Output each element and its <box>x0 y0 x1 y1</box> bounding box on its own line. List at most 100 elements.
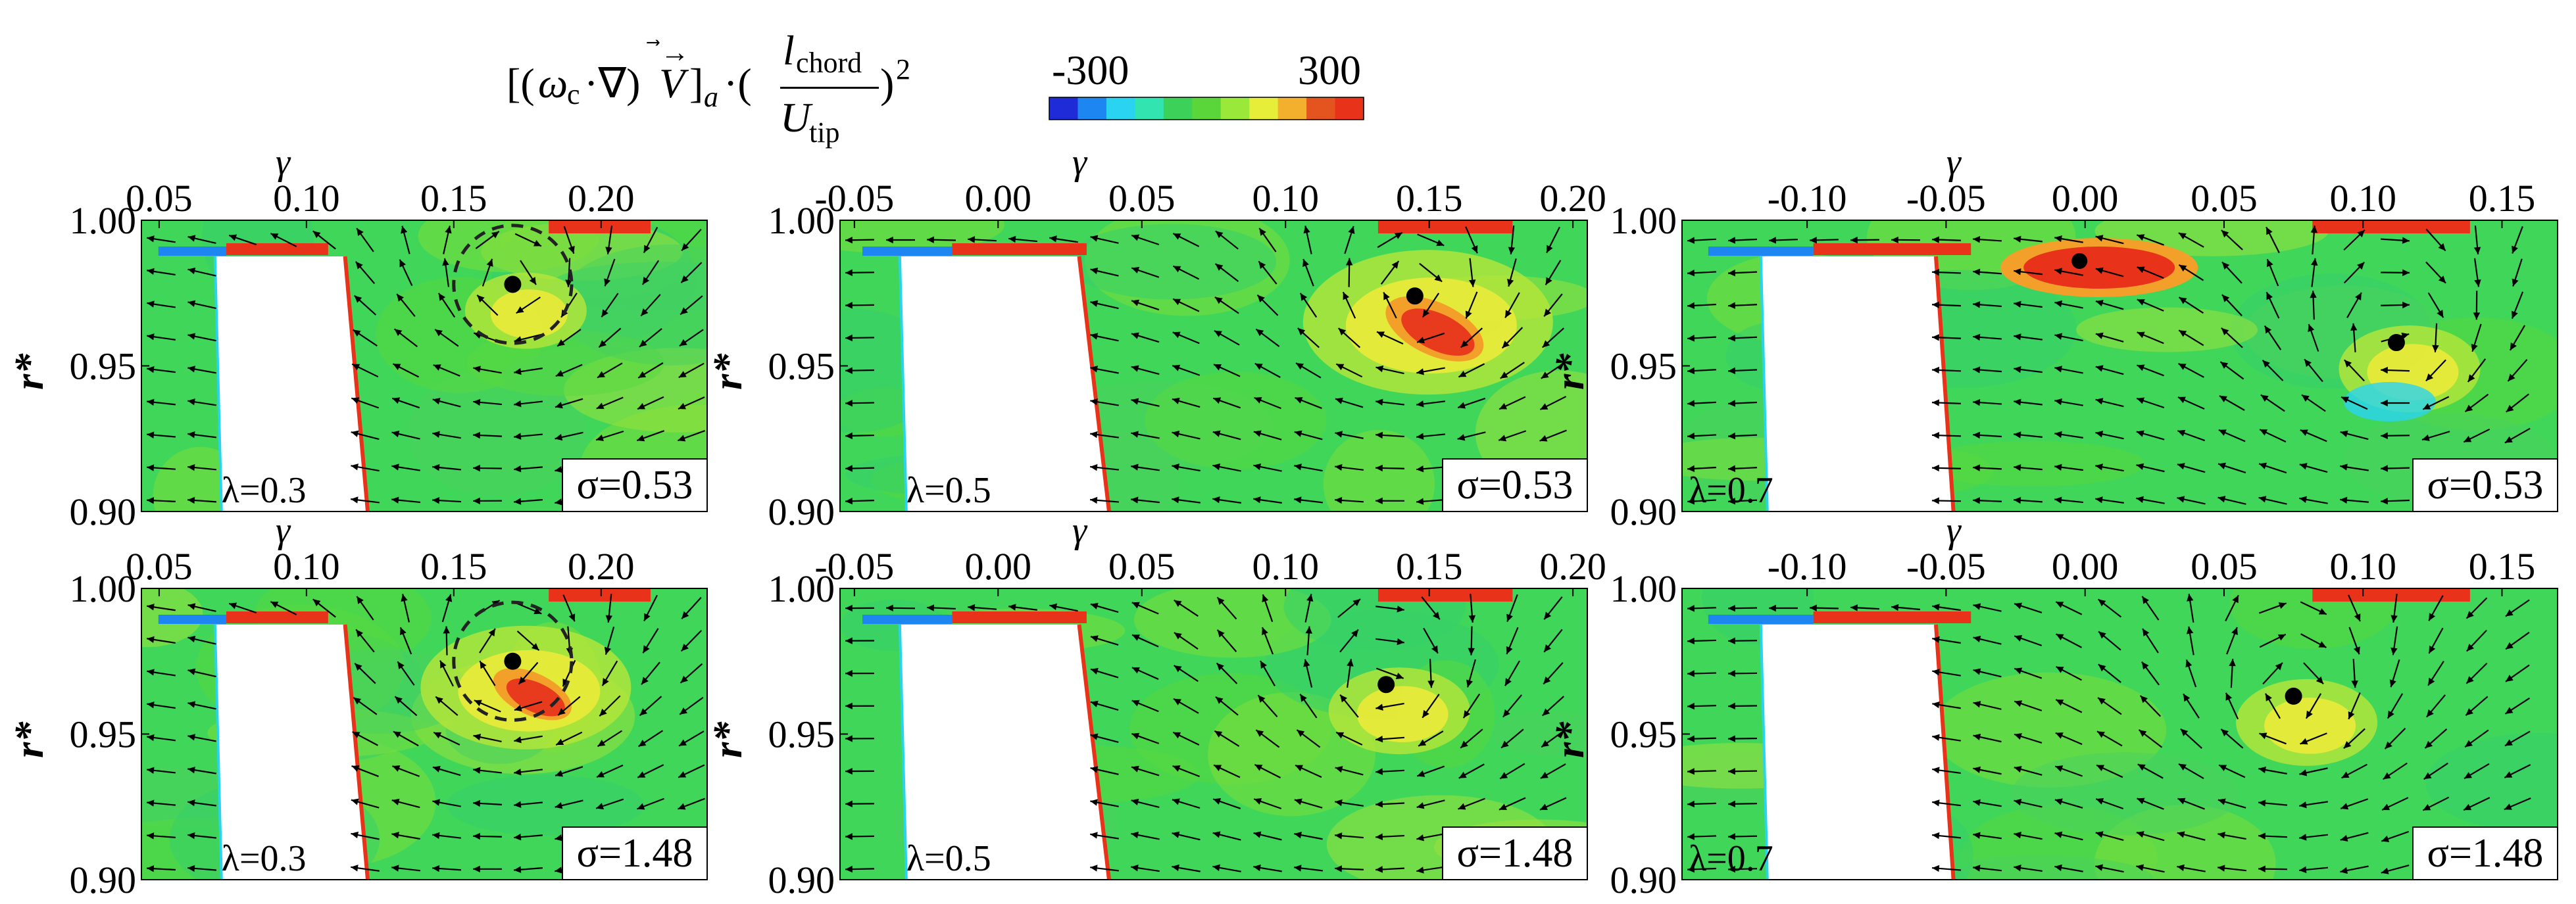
vector-arrow-head <box>2357 229 2365 238</box>
vector-arrow-head <box>679 339 687 346</box>
vector-arrow-head <box>187 398 195 406</box>
vector-arrow-head <box>432 431 440 438</box>
vector-arrow-head <box>1540 772 1548 778</box>
vector-arrow-head <box>1212 463 1221 471</box>
vector-arrow-head <box>1973 301 1981 308</box>
panel-field <box>840 588 1587 880</box>
sigma-label: σ=0.53 <box>2427 463 2544 508</box>
vector-arrow-head <box>229 234 237 241</box>
vector-arrow-head <box>1253 496 1261 504</box>
vector-arrow-head <box>2178 233 2187 240</box>
vector-arrow-head <box>2504 771 2513 778</box>
vector-arrow-head <box>187 300 196 307</box>
vector-arrow-head <box>1253 463 1262 471</box>
vector-arrow-head <box>845 400 853 407</box>
vector-arrow-head <box>1728 400 1736 407</box>
vector-arrow-head <box>1687 237 1695 244</box>
vector-arrow-head <box>1214 330 1222 337</box>
vector-arrow-head <box>638 371 647 378</box>
vector-arrow-head <box>1254 363 1263 370</box>
vector-arrow-head <box>1335 832 1343 840</box>
vector-arrow-head <box>1174 632 1182 640</box>
vector-arrow-head <box>1131 700 1140 707</box>
panel-field <box>1682 588 2558 880</box>
vector-arrow-head <box>2218 429 2227 436</box>
vector-arrow-head <box>599 340 607 348</box>
vector-arrow-head <box>147 333 155 341</box>
vector-arrow-head <box>2402 237 2410 244</box>
vector-arrow-head <box>1422 709 1429 718</box>
blade-edge <box>343 624 370 880</box>
vector-arrow-head <box>473 734 482 741</box>
vector-arrow-head <box>1172 431 1180 438</box>
vector-arrow-head <box>1502 341 1510 348</box>
vector-arrow-head <box>2429 613 2436 621</box>
y-tick-label: 1.00 <box>1610 199 1677 242</box>
vector-arrow-head <box>1810 604 1817 611</box>
x-tick-label: -0.10 <box>1768 545 1847 588</box>
formula-close-sub: a <box>704 81 718 113</box>
vector-arrow-head <box>1173 732 1181 739</box>
colorbar-max-label: 300 <box>1298 47 1361 93</box>
vector-arrow-head <box>1458 370 1467 377</box>
vector-arrow-head <box>529 277 536 285</box>
vector-arrow-head <box>1172 496 1179 504</box>
x-tick-label: 0.00 <box>2052 545 2119 588</box>
vector-arrow-head <box>1850 236 1858 244</box>
x-tick-label: 0.00 <box>965 177 1032 220</box>
contour-shear-red <box>226 243 328 255</box>
vector-arrow-head <box>1338 328 1347 336</box>
vector-arrow-head <box>2316 676 2324 684</box>
vector-arrow-head <box>1090 333 1099 340</box>
vector-arrow-head <box>2474 279 2481 287</box>
vector-arrow-head <box>533 607 542 615</box>
vector-arrow-head <box>2139 730 2147 737</box>
vector-arrow-head <box>555 433 563 441</box>
vector-arrow-head <box>187 832 195 840</box>
vector-arrow-head <box>1728 367 1736 375</box>
vector-arrow-head <box>2264 325 2272 334</box>
vector-arrow-head <box>2381 867 2389 874</box>
vector-arrow-head <box>1687 335 1695 342</box>
vector-arrow-head <box>1297 730 1305 737</box>
vector-arrow-head <box>1306 594 1314 602</box>
vector-arrow-head <box>555 770 563 777</box>
vector-arrow-head <box>147 636 155 644</box>
vector-arrow-head <box>1377 331 1385 338</box>
vector-arrow-head <box>432 765 441 773</box>
vector-arrow-head <box>147 702 155 709</box>
vector-arrow-head <box>435 696 443 704</box>
x-axis-label: γ <box>1072 142 1088 183</box>
lambda-label: λ=0.3 <box>222 838 307 879</box>
vector-arrow-head <box>1418 739 1427 746</box>
vector-arrow-head <box>678 435 686 442</box>
vector-arrow-head <box>2014 865 2021 872</box>
vector-arrow-head <box>1932 799 1940 807</box>
vector-arrow-head <box>399 259 406 268</box>
vector-arrow-head <box>1090 366 1098 373</box>
vector-arrow-head <box>1416 433 1424 440</box>
vector-arrow-head <box>2340 430 2348 437</box>
vector-arrow-head <box>2095 831 2104 838</box>
vector-arrow-head <box>2425 740 2433 748</box>
vector-arrow-head <box>2402 269 2410 276</box>
vector-arrow-head <box>1214 297 1223 304</box>
vector-arrow-head <box>1416 368 1424 375</box>
vector-arrow-head <box>147 300 155 308</box>
vector-arrow-head <box>187 865 195 872</box>
vector-arrow-head <box>1687 800 1695 808</box>
vector-arrow-head <box>2432 345 2439 352</box>
vector-arrow-head <box>845 800 853 807</box>
vector-arrow-head <box>1973 799 1981 806</box>
sigma-box <box>562 458 708 512</box>
lambda-label: λ=0.5 <box>906 470 991 511</box>
x-tick-label: 0.05 <box>126 177 193 220</box>
vector-arrow-head <box>2473 247 2481 254</box>
vector-arrow-head <box>599 708 607 717</box>
vector-arrow-head <box>604 646 611 655</box>
vector-arrow-head <box>1302 259 1309 267</box>
vector-arrow-head <box>2136 864 2144 871</box>
vector-arrow-head <box>1254 765 1263 771</box>
vector-arrow-head <box>642 277 650 285</box>
formula-omega: ω <box>538 60 568 107</box>
